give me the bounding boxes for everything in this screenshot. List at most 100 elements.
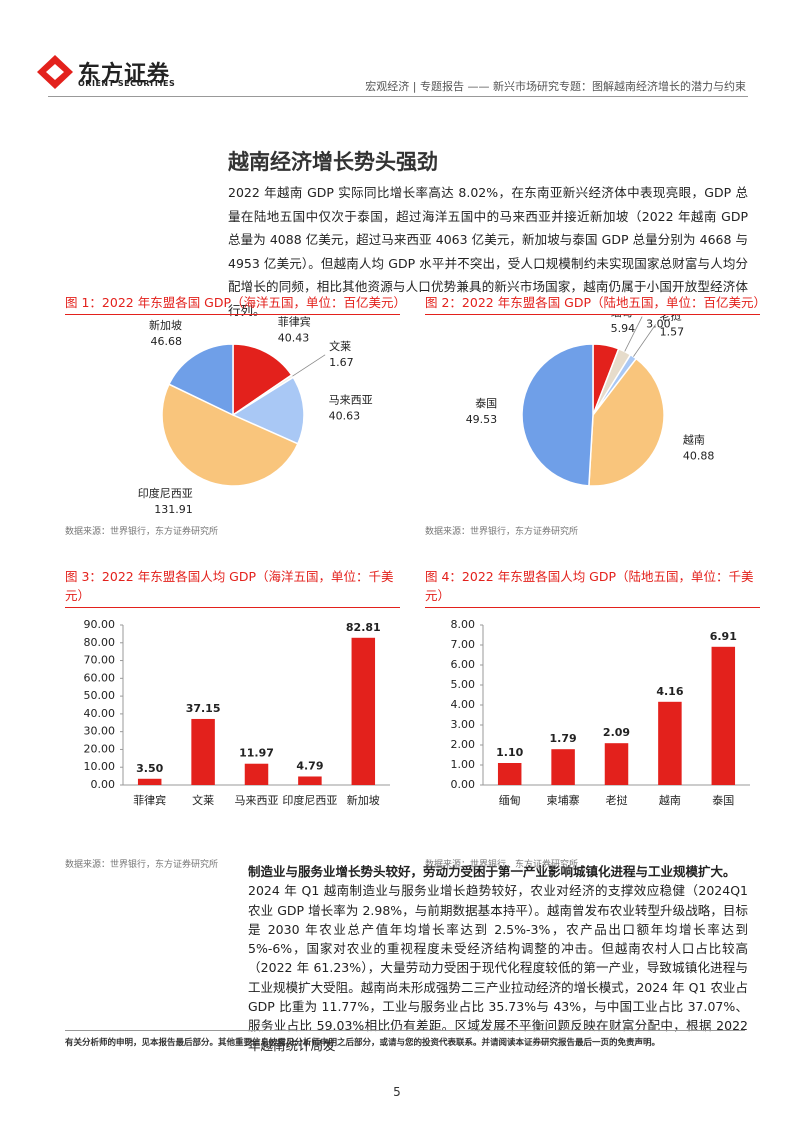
figure: 图 3：2022 年东盟各国人均 GDP（海洋五国，单位：千美元） 0.00 10.… [65, 567, 400, 870]
source: 数据来源：世界银行，东方证券研究所 [425, 527, 579, 537]
slice-value: 3.00 [646, 318, 671, 331]
slice-label: 新加坡 [149, 318, 182, 332]
slice-label: 泰国 [475, 396, 497, 410]
bar [244, 763, 269, 785]
slice-value: 5.94 [611, 322, 636, 335]
bar [604, 743, 629, 785]
slice-value: 40.63 [329, 409, 361, 422]
disclaimer: 有关分析师的申明，见本报告最后部分。其他重要信息披露见分析师申明之后部分，或请与… [65, 1038, 661, 1048]
section-title: 越南经济增长势头强劲 [228, 150, 438, 174]
value-label: 4.79 [296, 759, 323, 772]
page-number: 5 [393, 1085, 401, 1099]
paragraph: 制造业与服务业增长势头较好，劳动力受困于第一产业影响城镇化进程与工业规模扩大。 2… [248, 862, 748, 1055]
slice-value: 49.53 [466, 413, 498, 426]
figure: 图 4：2022 年东盟各国人均 GDP（陆地五国，单位：千美元） 0.00 1.0… [425, 567, 760, 870]
footer-rule [65, 1030, 745, 1031]
y-tick-label: 80.00 [84, 636, 116, 649]
value-label: 1.10 [496, 746, 523, 759]
value-label: 2.09 [603, 726, 630, 739]
figure-title: 图 3：2022 年东盟各国人均 GDP（海洋五国，单位：千美元） [65, 567, 400, 608]
y-tick-label: 2.00 [451, 738, 476, 751]
figure: 图 2：2022 年东盟各国 GDP（陆地五国，单位：百亿美元）缅甸5.94柬埔… [425, 293, 766, 537]
x-tick-label: 柬埔寨 [547, 793, 580, 807]
y-tick-label: 0.00 [91, 778, 116, 791]
bar [298, 776, 322, 785]
bar [137, 778, 162, 785]
bar [711, 646, 736, 785]
slice-label: 越南 [683, 432, 705, 446]
header-rule [48, 96, 748, 97]
bar [658, 701, 682, 785]
bar [551, 749, 575, 785]
pie-slice [521, 343, 594, 487]
x-tick-label: 泰国 [712, 793, 734, 807]
y-tick-label: 50.00 [84, 689, 116, 702]
x-tick-label: 文莱 [192, 793, 214, 807]
pie-slice [231, 376, 305, 445]
leader-line [292, 354, 326, 377]
figure: 图 1：2022 年东盟各国 GDP（海洋五国，单位：百亿美元） 菲律宾 40.43… [65, 293, 406, 537]
x-tick-label: 印度尼西亚 [282, 793, 337, 807]
y-tick-label: 0.00 [451, 778, 476, 791]
value-label: 4.16 [656, 685, 683, 698]
slice-value: 46.68 [150, 335, 182, 348]
x-tick-label: 缅甸 [499, 793, 521, 807]
bar [191, 718, 215, 785]
bar [497, 763, 522, 785]
y-tick-label: 40.00 [84, 707, 116, 720]
slice-value: 40.88 [683, 449, 715, 462]
source: 数据来源：世界银行，东方证券研究所 [425, 860, 579, 870]
slice-label: 老挝 [660, 315, 682, 323]
x-tick-label: 菲律宾 [133, 793, 166, 807]
slice-label: 马来西亚 [329, 393, 373, 406]
brand: 东方证券 [78, 62, 171, 87]
slice-label: 菲律宾 [278, 315, 311, 328]
bar [351, 637, 376, 785]
pie-slice [232, 343, 293, 417]
chart: 菲律宾 40.43 文莱 1.67 马来西亚 40.63 印度尼西亚 131.91 新加坡 46.… [138, 314, 373, 516]
y-tick-label: 90.00 [84, 618, 116, 631]
value-label: 6.91 [710, 630, 737, 643]
figure-title: 图 2：2022 年东盟各国 GDP（陆地五国，单位：百亿美元） [425, 293, 766, 315]
y-tick-label: 1.00 [451, 758, 476, 771]
y-tick-label: 4.00 [451, 698, 476, 711]
value-label: 37.15 [186, 702, 221, 715]
y-tick-label: 5.00 [451, 678, 476, 691]
y-tick-label: 20.00 [84, 742, 116, 755]
slice-value: 40.43 [278, 331, 310, 344]
slice-label: 文莱 [329, 339, 351, 353]
slice-value: 1.67 [329, 356, 354, 369]
value-label: 82.81 [346, 621, 381, 634]
leader-line [624, 316, 643, 352]
y-tick-label: 7.00 [451, 638, 476, 651]
source: 数据来源：世界银行，东方证券研究所 [65, 527, 219, 537]
slice-label: 缅甸 [611, 315, 633, 319]
leader-line [633, 324, 656, 357]
y-tick-label: 70.00 [84, 654, 116, 667]
source: 数据来源：世界银行，东方证券研究所 [65, 860, 219, 870]
pie-slice [168, 343, 234, 417]
brand-en: ORIENT SECURITIES [78, 79, 176, 88]
chart: 0.00 10.00 20.00 30.00 40.00 50.00 60.00 70.00 8… [84, 618, 390, 807]
slice-value: 131.91 [154, 503, 193, 516]
slice-label: 印度尼西亚 [138, 486, 193, 500]
value-label: 11.97 [239, 747, 274, 760]
figure-title: 图 4：2022 年东盟各国人均 GDP（陆地五国，单位：千美元） [425, 567, 760, 608]
y-tick-label: 30.00 [84, 725, 116, 738]
paragraph-heading: 制造业与服务业增长势头较好，劳动力受困于第一产业影响城镇化进程与工业规模扩大。 [248, 864, 736, 879]
y-tick-label: 6.00 [451, 658, 476, 671]
x-tick-label: 越南 [659, 793, 681, 807]
y-tick-label: 3.00 [451, 718, 476, 731]
paragraph: 2022 年越南 GDP 实际同比增长率高达 8.02%，在东南亚新兴经济体中表… [228, 185, 748, 318]
x-tick-label: 老挝 [606, 793, 628, 807]
logo [37, 55, 73, 89]
paragraph-body: 2024 年 Q1 越南制造业与服务业增长趋势较好，农业对经济的支撑效应稳健（2… [248, 883, 748, 1053]
figure-title: 图 1：2022 年东盟各国 GDP（海洋五国，单位：百亿美元） [65, 293, 406, 315]
y-tick-label: 60.00 [84, 671, 116, 684]
x-tick-label: 马来西亚 [235, 794, 279, 807]
value-label: 3.50 [136, 762, 163, 775]
slice-value: 1.57 [660, 326, 685, 339]
y-tick-label: 8.00 [451, 618, 476, 631]
